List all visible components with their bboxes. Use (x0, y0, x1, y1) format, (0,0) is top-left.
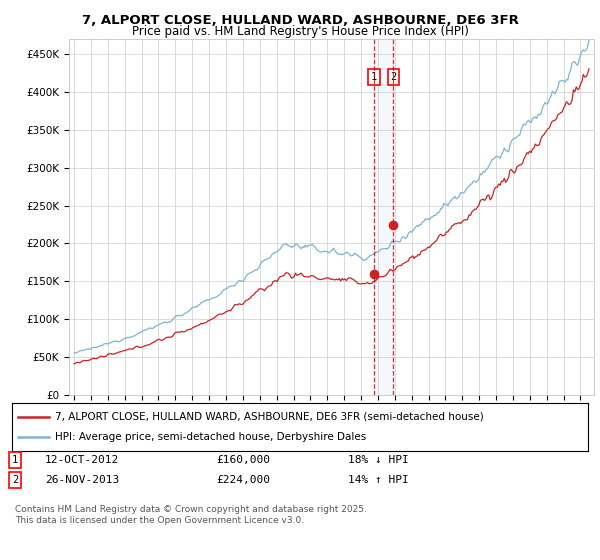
Text: 14% ↑ HPI: 14% ↑ HPI (348, 475, 409, 485)
Text: 12-OCT-2012: 12-OCT-2012 (45, 455, 119, 465)
Text: 7, ALPORT CLOSE, HULLAND WARD, ASHBOURNE, DE6 3FR (semi-detached house): 7, ALPORT CLOSE, HULLAND WARD, ASHBOURNE… (55, 412, 484, 422)
Text: Contains HM Land Registry data © Crown copyright and database right 2025.
This d: Contains HM Land Registry data © Crown c… (15, 505, 367, 525)
Text: 26-NOV-2013: 26-NOV-2013 (45, 475, 119, 485)
Text: 2: 2 (12, 475, 18, 485)
Text: 2: 2 (391, 72, 397, 82)
Text: 7, ALPORT CLOSE, HULLAND WARD, ASHBOURNE, DE6 3FR: 7, ALPORT CLOSE, HULLAND WARD, ASHBOURNE… (82, 14, 518, 27)
Text: Price paid vs. HM Land Registry's House Price Index (HPI): Price paid vs. HM Land Registry's House … (131, 25, 469, 38)
Text: HPI: Average price, semi-detached house, Derbyshire Dales: HPI: Average price, semi-detached house,… (55, 432, 367, 442)
Bar (374, 39, 394, 395)
Text: £224,000: £224,000 (216, 475, 270, 485)
Text: 18% ↓ HPI: 18% ↓ HPI (348, 455, 409, 465)
Text: 1: 1 (371, 72, 377, 82)
Text: £160,000: £160,000 (216, 455, 270, 465)
Text: 1: 1 (12, 455, 18, 465)
